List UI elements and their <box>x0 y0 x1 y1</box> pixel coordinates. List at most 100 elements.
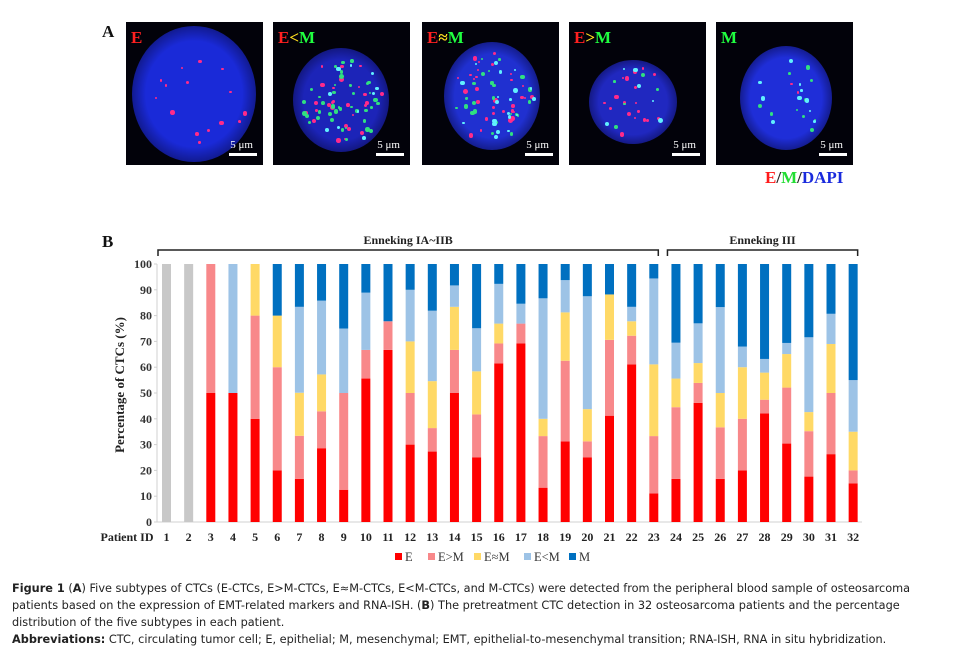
rna-signal-dot <box>350 58 354 63</box>
rna-signal-dot <box>365 101 370 105</box>
rna-signal-dot <box>498 70 503 74</box>
bar-segment-EltM <box>472 328 482 372</box>
bar-segment-EgtM <box>427 428 437 452</box>
rna-signal-dot <box>507 117 513 123</box>
rna-signal-dot <box>498 58 501 62</box>
x-tick-label: 1 <box>164 530 170 544</box>
bar-stack-patient-18 <box>538 264 548 522</box>
bar-segment-M <box>317 264 327 301</box>
stain-legend-part: / <box>776 168 782 187</box>
rna-signal-dot <box>362 135 366 140</box>
rna-signal-dot <box>622 68 625 71</box>
legend-swatch <box>395 553 402 560</box>
bar-stack-patient-27 <box>737 264 747 522</box>
bar-segment-EapproxM <box>538 418 548 437</box>
rna-signal-dot <box>509 131 514 136</box>
bar-segment-M <box>405 264 415 290</box>
y-tick-label: 30 <box>140 438 152 452</box>
bar-stack-patient-16 <box>494 264 504 522</box>
bar-stack-patient-21 <box>605 264 614 522</box>
bar-segment-EapproxM <box>472 371 482 415</box>
bar-segment-E <box>848 483 858 522</box>
group-bracket: Enneking III <box>666 233 859 256</box>
rna-signal-dot <box>474 62 477 65</box>
bar-stack-patient-28 <box>760 264 770 522</box>
x-tick-label: 3 <box>208 530 214 544</box>
rna-signal-dot <box>787 71 791 75</box>
bar-segment-E <box>826 454 836 522</box>
caption-abbreviations: Abbreviations: CTC, circulating tumor ce… <box>12 633 887 646</box>
x-tick-label: 23 <box>648 530 660 544</box>
bar-segment-EgtM <box>516 323 526 344</box>
bar-segment-EapproxM <box>737 367 747 419</box>
rna-signal-dot <box>309 87 314 92</box>
rna-signal-dot <box>621 76 624 79</box>
rna-signal-dot <box>509 98 513 102</box>
rna-signal-dot <box>614 124 619 129</box>
bar-segment-EapproxM <box>272 315 282 368</box>
rna-signal-dot <box>346 127 351 132</box>
rna-signal-dot <box>637 83 642 88</box>
bar-segment-EltM <box>228 264 238 393</box>
x-tick-label: 12 <box>404 530 416 544</box>
rna-signal-dot <box>328 91 333 96</box>
bar-segment-M <box>294 264 304 307</box>
rna-signal-dot <box>524 96 527 100</box>
group-label: Enneking IA~IIB <box>364 233 453 247</box>
bar-segment-EltM <box>538 298 548 419</box>
bar-segment-EltM <box>760 358 770 373</box>
rna-signal-dot <box>463 104 469 109</box>
bar-segment-M <box>671 264 681 343</box>
rna-signal-dot <box>496 130 501 134</box>
rna-signal-dot <box>472 109 477 114</box>
bar-segment-EltM <box>494 283 504 324</box>
bar-segment-EgtM <box>405 393 415 445</box>
bar-segment-M <box>804 264 814 338</box>
bar-segment-EgtM <box>760 399 770 414</box>
bar-stack-patient-1 <box>162 264 171 522</box>
rna-signal-dot <box>360 130 365 135</box>
rna-signal-dot <box>492 51 497 56</box>
bar-segment-EgtM <box>272 367 282 471</box>
bar-segment-EltM <box>693 323 703 364</box>
rna-signal-dot <box>496 95 499 98</box>
panel-a-letter: A <box>102 22 115 41</box>
rna-signal-dot <box>337 106 340 109</box>
panel-b-letter: B <box>102 232 114 251</box>
rna-signal-dot <box>341 60 345 65</box>
bar-segment-EapproxM <box>693 363 703 383</box>
rna-signal-dot <box>770 120 775 124</box>
rna-signal-dot <box>516 113 520 117</box>
rna-signal-dot <box>339 77 345 83</box>
y-tick-label: 60 <box>140 360 152 374</box>
bar-segment-E <box>649 493 659 522</box>
bar-stack-patient-14 <box>449 264 459 522</box>
bar-segment-M <box>560 264 570 281</box>
bar-stack-patient-10 <box>361 264 371 522</box>
bar-segment-EapproxM <box>826 343 836 393</box>
rna-signal-dot <box>333 83 337 87</box>
bar-segment-EapproxM <box>782 354 792 388</box>
bar-segment-EltM <box>449 285 459 307</box>
legend-item: E <box>395 550 413 564</box>
legend-swatch <box>474 553 481 560</box>
bar-segment-M <box>782 264 792 343</box>
rna-signal-dot <box>376 102 380 106</box>
bar-segment-E <box>560 441 570 522</box>
bar-segment-E <box>582 457 592 522</box>
rna-signal-dot <box>652 100 655 103</box>
legend-item: E>M <box>428 550 464 564</box>
rna-signal-dot <box>370 105 374 109</box>
rna-signal-dot <box>219 120 225 126</box>
rna-signal-dot <box>492 84 496 88</box>
x-tick-label: 15 <box>471 530 483 544</box>
bar-segment-EgtM <box>605 339 614 416</box>
bar-segment-EltM <box>715 307 725 393</box>
rna-signal-dot <box>757 103 762 108</box>
bar-segment-E <box>671 478 681 522</box>
legend-label: E <box>405 550 413 564</box>
micrograph-3: E≈M 5 μm <box>422 22 559 165</box>
scale-bar <box>672 153 700 156</box>
rna-signal-dot <box>375 86 379 91</box>
rna-signal-dot <box>495 99 500 105</box>
